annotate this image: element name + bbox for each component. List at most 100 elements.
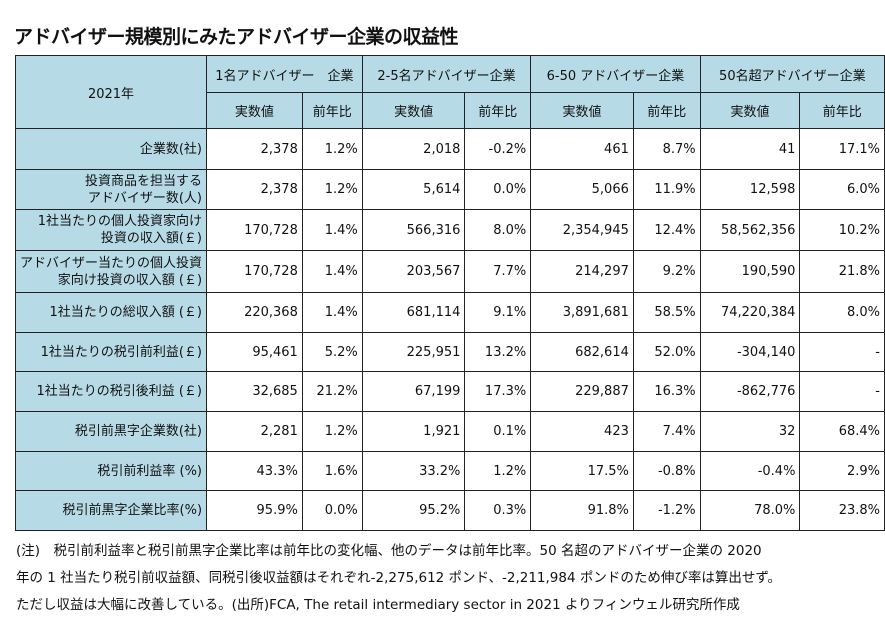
table-cell: 225,951 (361, 332, 466, 372)
table-cell: 3,891,681 (530, 292, 634, 333)
table-cell: 2,378 (206, 128, 303, 170)
table-cell: 170,728 (206, 250, 303, 293)
row-label: 企業数(社) (14, 128, 208, 170)
table-cell: 78.0% (699, 490, 801, 531)
table-cell: 16.3% (632, 371, 701, 412)
row-label: 税引前利益率 (%) (14, 451, 208, 491)
table-cell: 0.1% (464, 411, 532, 452)
table-cell: 67,199 (361, 371, 466, 412)
row-label-line: 企業数(社) (139, 141, 203, 157)
table-cell: -862,776 (699, 371, 801, 412)
page-title: アドバイザー規模別にみたアドバイザー企業の収益性 (14, 26, 459, 48)
table-cell: 0.0% (464, 169, 532, 210)
table-cell: 1.2% (301, 128, 363, 170)
table-cell: 2,018 (361, 128, 466, 170)
table-cell: 43.3% (206, 451, 303, 491)
table-cell: 23.8% (799, 490, 885, 531)
footnote-line: (注) 税引前利益率と税引前黒字企業比率は前年比の変化幅、他のデータは前年比率。… (16, 543, 762, 559)
table-cell: 5.2% (301, 332, 363, 372)
footnote: (注) 税引前利益率と税引前黒字企業比率は前年比の変化幅、他のデータは前年比率。… (16, 538, 876, 619)
table-cell: 1.4% (301, 250, 363, 293)
table-cell: 2,354,945 (530, 209, 634, 251)
table-cell: 5,614 (361, 169, 466, 210)
row-label-line: 1社当たりの総収入額 (￡) (49, 305, 203, 320)
table-cell: 203,567 (361, 250, 466, 293)
table-cell: 8.0% (799, 292, 885, 333)
table-cell: 52.0% (632, 332, 701, 372)
table-cell: 32,685 (206, 371, 303, 412)
footnote-line: 年の 1 社当たり税引前収益額、同税引後収益額はそれぞれ-2,275,612 ポ… (16, 570, 782, 586)
table-row: 税引前黒字企業数(社) 2,281 1.2% 1,921 0.1% 423 7.4% 32 68… (14, 411, 885, 452)
table-cell: 8.0% (464, 209, 532, 251)
group-header: 6-50 アドバイザー企業 (530, 55, 701, 93)
group-header: 50名超アドバイザー企業 (699, 55, 885, 93)
table-cell: 1.4% (301, 292, 363, 333)
corner-header: 2021年 (14, 55, 208, 129)
row-label: 1社当たりの税引後利益 (￡) (14, 371, 208, 412)
table-row: 1社当たりの税引後利益 (￡) 32,685 21.2% 67,199 17.3% 229… (14, 371, 885, 412)
table-cell: 0.0% (301, 490, 363, 531)
table-cell: 220,368 (206, 292, 303, 333)
row-label: 1社当たりの税引前利益(￡) (14, 332, 208, 372)
table-cell: 1,921 (361, 411, 466, 452)
table-cell: 1.2% (301, 411, 363, 452)
table-cell: 10.2% (799, 209, 885, 251)
sub-header: 実数値 (206, 92, 303, 129)
row-label: 税引前黒字企業比率(%) (14, 490, 208, 531)
table-cell: 13.2% (464, 332, 532, 372)
table-row: 投資商品を担当する アドバイザー数(人) 2,378 1.2% 5,614 0.0% 5,0… (14, 169, 885, 210)
table-cell: 17.1% (799, 128, 885, 170)
table-cell: 95.2% (361, 490, 466, 531)
table-cell: 21.2% (301, 371, 363, 412)
table-cell: 9.1% (464, 292, 532, 333)
row-label: アドバイザー当たりの個人投資 家向け投資の収入額 (￡) (14, 250, 208, 293)
table-cell: 1.2% (301, 169, 363, 210)
table-cell: 2,281 (206, 411, 303, 452)
table-cell: 214,297 (530, 250, 634, 293)
row-label-line: 税引前黒字企業数(社) (74, 424, 203, 439)
table-row: 企業数(社) 2,378 1.2% 2,018 -0.2% 461 8.7% 41 17.1% (14, 128, 885, 170)
table-cell: 2.9% (799, 451, 885, 491)
table-cell: -0.2% (464, 128, 532, 170)
row-label: 投資商品を担当する アドバイザー数(人) (14, 169, 208, 210)
table-row: アドバイザー当たりの個人投資 家向け投資の収入額 (￡) 170,728 1.4% 20… (14, 250, 885, 293)
sub-header: 実数値 (361, 92, 466, 129)
table-cell: 9.2% (632, 250, 701, 293)
table-cell: 32 (699, 411, 801, 452)
sub-header: 前年比 (632, 92, 701, 129)
table-row: 1社当たりの総収入額 (￡) 220,368 1.4% 681,114 9.1% 3,89… (14, 292, 885, 333)
group-header: 1名アドバイザー 企業 (206, 55, 363, 93)
table-cell: -0.8% (632, 451, 701, 491)
table-cell: 170,728 (206, 209, 303, 251)
table-cell: 21.8% (799, 250, 885, 293)
table-cell: 0.3% (464, 490, 532, 531)
row-label-line: アドバイザー当たりの個人投資 (20, 255, 203, 271)
table-cell: 1.2% (464, 451, 532, 491)
row-label-line: 1社当たりの税引後利益 (￡) (36, 384, 203, 399)
table-cell: -0.4% (699, 451, 801, 491)
footnote-line: ただし収益は大幅に改善している。(出所)FCA, The retail inte… (16, 597, 740, 613)
table-cell: 58,562,356 (699, 209, 801, 251)
table-cell: 682,614 (530, 332, 634, 372)
sub-header: 前年比 (799, 92, 885, 129)
table-cell: 566,316 (361, 209, 466, 251)
table-cell: 17.5% (530, 451, 634, 491)
row-label-line: アドバイザー数(人) (87, 190, 203, 206)
row-label-line: 家向け投資の収入額 (￡) (57, 272, 203, 288)
table-cell: -304,140 (699, 332, 801, 372)
sub-header: 前年比 (464, 92, 532, 129)
table-cell: 95.9% (206, 490, 303, 531)
table-cell: - (799, 371, 885, 412)
table-cell: 7.4% (632, 411, 701, 452)
table-cell: 58.5% (632, 292, 701, 333)
table-cell: 190,590 (699, 250, 801, 293)
table-cell: 17.3% (464, 371, 532, 412)
sub-header: 実数値 (530, 92, 634, 129)
table-cell: 229,887 (530, 371, 634, 412)
sub-header: 前年比 (301, 92, 363, 129)
table-cell: 7.7% (464, 250, 532, 293)
table-cell: 91.8% (530, 490, 634, 531)
profitability-table: 2021年 1名アドバイザー 企業 2-5名アドバイザー企業 6-50 アドバイ… (14, 55, 885, 531)
table-row: 税引前利益率 (%) 43.3% 1.6% 33.2% 1.2% 17.5% -0.8% -0… (14, 451, 885, 491)
row-label-line: 1社当たりの税引前利益(￡) (40, 344, 203, 360)
